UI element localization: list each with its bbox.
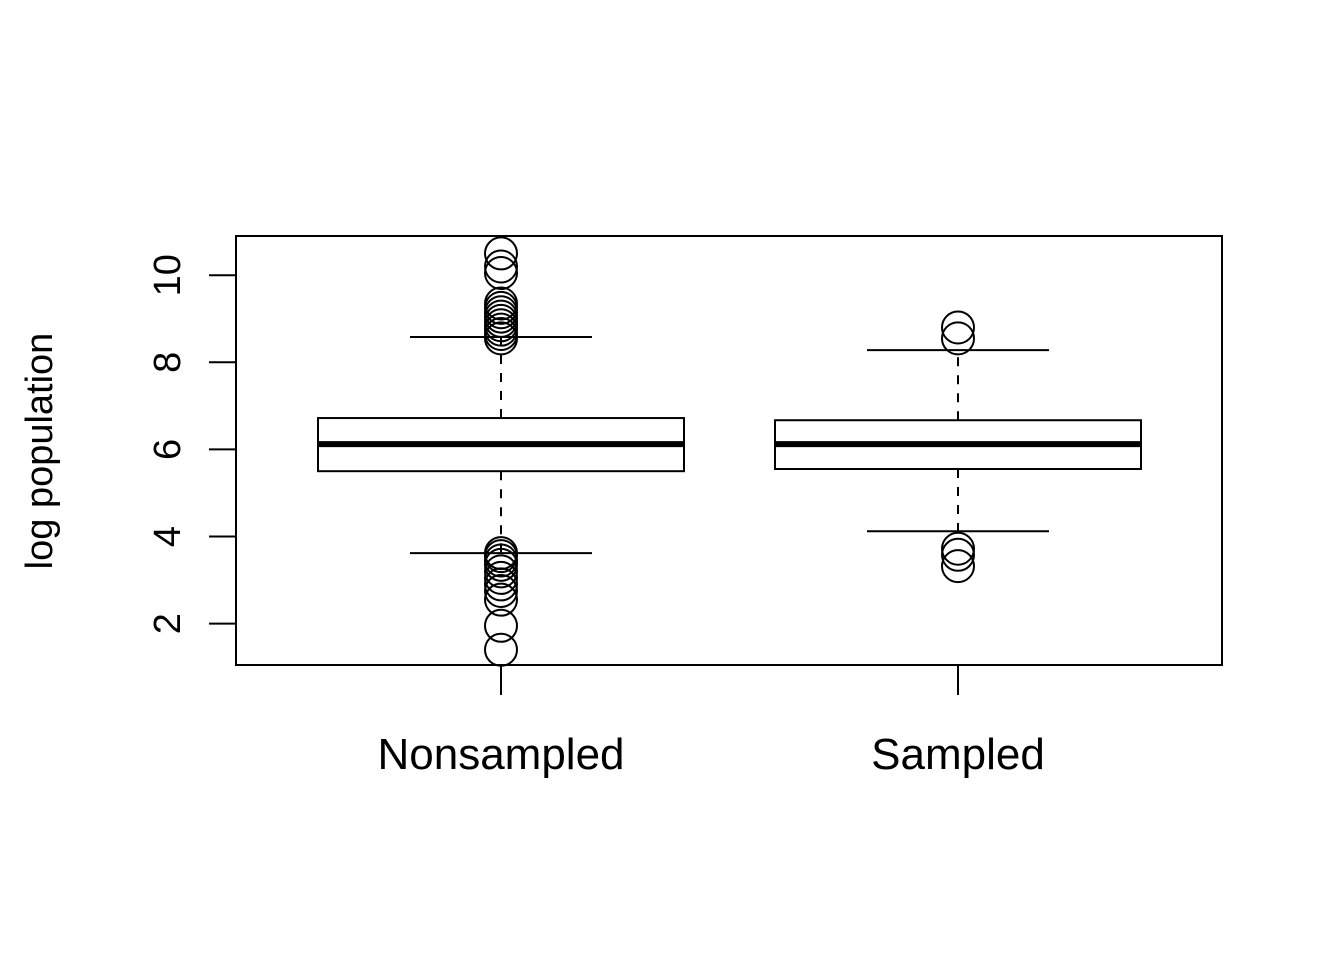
outlier-point-sampled xyxy=(941,549,975,584)
x-tick-label-nonsampled: Nonsampled xyxy=(377,730,624,779)
outlier-point-sampled xyxy=(941,537,975,572)
y-tick-label: 4 xyxy=(147,526,189,547)
outlier-point-sampled xyxy=(941,531,975,566)
x-tick-label-sampled: Sampled xyxy=(871,730,1045,779)
outlier-point-sampled xyxy=(941,321,975,356)
outlier-point-nonsampled xyxy=(484,567,518,602)
outlier-point-nonsampled xyxy=(484,236,518,271)
y-tick-label: 2 xyxy=(147,613,189,634)
y-tick-label: 10 xyxy=(147,254,189,296)
outlier-point-nonsampled xyxy=(484,632,518,667)
y-axis-label: log population xyxy=(19,333,61,570)
outlier-point-sampled xyxy=(941,310,975,345)
outlier-point-nonsampled xyxy=(484,608,518,643)
y-tick-label: 8 xyxy=(147,352,189,373)
outlier-point-nonsampled xyxy=(484,582,518,617)
outlier-point-nonsampled xyxy=(484,256,518,291)
plot-frame xyxy=(235,235,1223,666)
outlier-point-nonsampled xyxy=(484,547,518,582)
outlier-point-nonsampled xyxy=(484,573,518,608)
outlier-point-nonsampled xyxy=(484,249,518,284)
outlier-point-nonsampled xyxy=(484,321,518,356)
outlier-point-nonsampled xyxy=(484,560,518,595)
outlier-point-nonsampled xyxy=(484,554,518,589)
y-tick-label: 6 xyxy=(147,439,189,460)
